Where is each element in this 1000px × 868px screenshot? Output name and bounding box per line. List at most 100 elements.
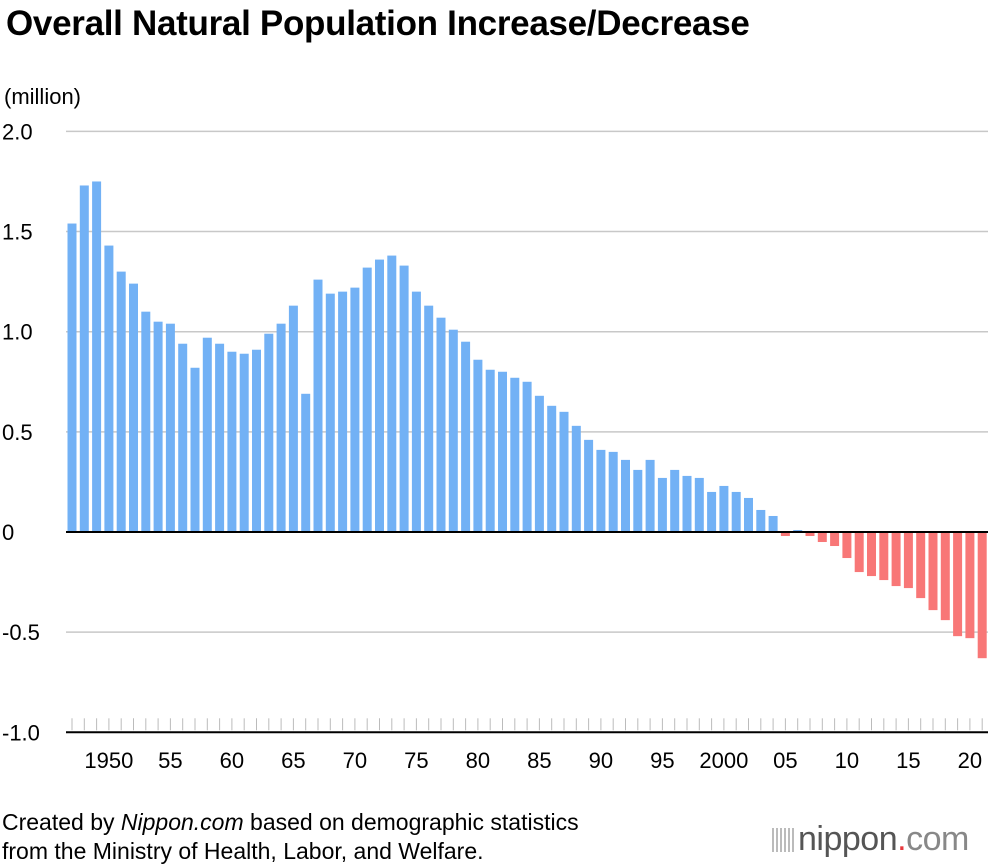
chart-title: Overall Natural Population Increase/Decr… — [6, 4, 750, 43]
note-line1-rest: based on demographic statistics — [243, 809, 579, 835]
bar-1997 — [682, 475, 692, 532]
bar-1975 — [411, 291, 421, 532]
bar-1965 — [288, 305, 298, 532]
y-tick-label: 1.5 — [2, 220, 33, 245]
bar-1971 — [362, 267, 372, 532]
source-note: Created by Nippon.com based on demograph… — [2, 808, 579, 866]
bar-2018 — [940, 532, 950, 621]
bar-1985 — [534, 395, 544, 532]
bar-1949 — [92, 181, 102, 532]
bar-1959 — [215, 343, 225, 532]
bar-2005 — [780, 532, 790, 537]
bar-1980 — [473, 359, 483, 532]
bar-1948 — [79, 185, 89, 532]
bar-1960 — [227, 351, 237, 532]
x-tick-label: 10 — [835, 748, 859, 773]
bar-1961 — [239, 353, 249, 532]
bar-1995 — [657, 477, 667, 532]
bar-2011 — [854, 532, 864, 573]
x-tick-label: 70 — [343, 748, 367, 773]
x-tick-label: 15 — [896, 748, 920, 773]
y-tick-label: 2.0 — [2, 119, 33, 144]
x-tick-label: 2000 — [699, 748, 748, 773]
bar-1998 — [694, 477, 704, 532]
x-tick-label: 65 — [281, 748, 305, 773]
bar-1964 — [276, 323, 286, 532]
bar-1967 — [313, 279, 323, 532]
bar-2014 — [891, 532, 901, 587]
y-tick-label: -0.5 — [2, 620, 40, 645]
bar-1958 — [202, 337, 212, 532]
bar-1979 — [461, 341, 471, 532]
x-tick-label: 1950 — [84, 748, 133, 773]
bar-1989 — [584, 439, 594, 532]
x-tick-label: 85 — [527, 748, 551, 773]
y-axis-label: (million) — [4, 84, 81, 109]
bar-1996 — [670, 469, 680, 532]
bar-2008 — [817, 532, 827, 543]
bar-2003 — [756, 509, 766, 532]
note-source: Nippon.com — [120, 809, 244, 835]
bar-1957 — [190, 367, 200, 532]
bar-1955 — [165, 323, 175, 532]
y-tick-label: 0 — [2, 520, 14, 545]
bar-2021 — [977, 532, 987, 659]
bar-2016 — [916, 532, 926, 599]
logo-bars-icon — [772, 828, 794, 852]
x-tick-label: 05 — [773, 748, 797, 773]
y-tick-label: -1.0 — [2, 720, 40, 745]
x-tick-label: 75 — [404, 748, 428, 773]
bar-1983 — [510, 377, 520, 532]
bar-1986 — [547, 405, 557, 532]
x-tick-label: 55 — [158, 748, 182, 773]
bar-1969 — [338, 291, 348, 532]
bar-1999 — [707, 491, 717, 532]
x-tick-label: 95 — [650, 748, 674, 773]
bar-1966 — [301, 393, 311, 532]
bar-1963 — [264, 333, 274, 532]
y-tick-label: 1.0 — [2, 320, 33, 345]
x-tick-label: 60 — [220, 748, 244, 773]
bar-2001 — [731, 491, 741, 532]
bar-1991 — [608, 451, 618, 532]
bar-2010 — [842, 532, 852, 559]
nippon-logo: nippon.com — [772, 820, 969, 859]
bar-2012 — [867, 532, 876, 577]
bar-1972 — [375, 259, 384, 532]
bar-1990 — [596, 449, 606, 532]
bar-1947 — [67, 223, 77, 532]
bar-1950 — [104, 245, 114, 533]
bar-2000 — [719, 485, 729, 532]
bar-1984 — [522, 381, 532, 532]
bar-2006 — [793, 529, 803, 532]
bar-1993 — [633, 469, 643, 532]
bar-1956 — [178, 343, 188, 532]
note-prefix: Created by — [2, 809, 121, 835]
bar-2002 — [744, 497, 753, 532]
x-tick-label: 90 — [589, 748, 613, 773]
bar-1988 — [571, 425, 581, 532]
bar-1952 — [129, 283, 138, 532]
bar-chart: (million) 2.0 1.5 1.0 0.5 0 -0.5 -1.0 1950 55 60 65… — [2, 84, 988, 773]
note-line2: from the Ministry of Health, Labor, and … — [2, 838, 484, 864]
bar-1982 — [498, 371, 507, 532]
bar-1994 — [645, 459, 655, 532]
bar-2015 — [903, 532, 913, 589]
x-tick-label: 20 — [958, 748, 982, 773]
bar-1978 — [448, 329, 458, 532]
bar-1962 — [252, 349, 261, 532]
bar-2009 — [830, 532, 840, 547]
bar-1974 — [399, 265, 409, 532]
bar-1970 — [350, 287, 360, 532]
bar-2004 — [768, 515, 778, 532]
bar-1976 — [424, 305, 434, 532]
bar-1973 — [387, 255, 397, 532]
bar-1981 — [485, 369, 495, 532]
bar-2019 — [953, 532, 963, 637]
bar-1977 — [436, 317, 446, 532]
bar-2020 — [965, 532, 975, 639]
bar-1954 — [153, 321, 163, 532]
y-tick-label: 0.5 — [2, 420, 33, 445]
bar-1987 — [559, 411, 569, 532]
bar-1953 — [141, 311, 151, 532]
